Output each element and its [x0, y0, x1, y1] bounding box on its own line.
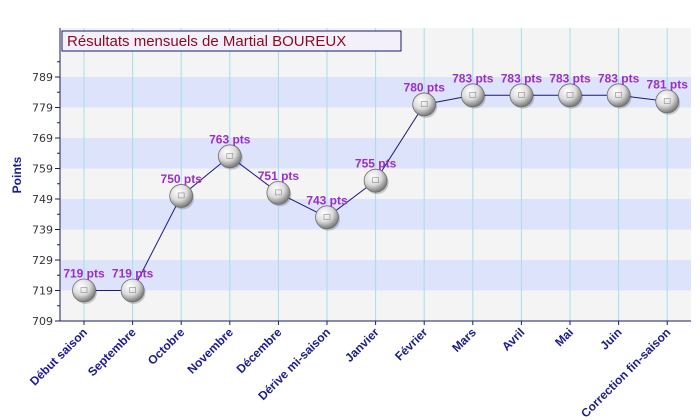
x-tick-label-0: Début saison — [27, 325, 90, 388]
marker-8 — [460, 83, 486, 109]
x-tick-label-3: Novembre — [185, 325, 237, 377]
marker-ball — [120, 278, 145, 303]
marker-ball — [655, 89, 680, 114]
y-tick-label-8: 789 — [32, 71, 53, 84]
marker-emblem — [275, 189, 282, 196]
data-label-11: 783 pts — [598, 71, 640, 85]
x-tick-label-4: Décembre — [234, 325, 285, 376]
y-ticks: 709 719 729 739 749 759 769 779 789 — [32, 61, 60, 328]
y-tick-label-1: 719 — [32, 285, 53, 298]
x-tick-label-8: Mars — [449, 325, 479, 355]
marker-emblem — [177, 192, 185, 199]
marker-emblem — [566, 92, 574, 98]
marker-6 — [363, 168, 389, 195]
marker-emblem — [372, 177, 379, 183]
marker-12 — [655, 89, 681, 115]
x-tick-label-12: Correction fin-saison — [578, 325, 673, 420]
data-label-10: 783 pts — [549, 71, 591, 85]
marker-emblem — [469, 92, 477, 98]
data-label-7: 780 pts — [404, 80, 446, 94]
marker-1 — [120, 278, 146, 304]
y-tick-label-6: 769 — [32, 132, 53, 145]
marker-0 — [72, 278, 97, 304]
data-label-9: 783 pts — [501, 71, 543, 85]
data-label-12: 781 pts — [647, 77, 689, 91]
marker-ball — [509, 83, 534, 108]
marker-ball — [169, 184, 194, 208]
marker-emblem — [226, 153, 234, 159]
marker-ball — [558, 83, 582, 108]
data-label-8: 783 pts — [452, 71, 494, 85]
title-text: Résultats mensuels de Martial BOUREUX — [67, 33, 346, 50]
marker-ball — [412, 92, 437, 117]
marker-emblem — [518, 92, 525, 98]
data-label-2: 750 pts — [161, 172, 203, 186]
data-label-0: 719 pts — [63, 267, 105, 281]
marker-7 — [412, 92, 438, 118]
marker-9 — [509, 83, 535, 109]
x-tick-label-11: Juin — [597, 325, 624, 352]
x-tick-label-9: Avril — [499, 325, 527, 353]
marker-ball — [72, 278, 96, 303]
x-tick-label-7: Février — [392, 325, 430, 363]
data-label-6: 755 pts — [355, 157, 397, 171]
markers — [72, 83, 681, 304]
y-tick-label-5: 759 — [32, 163, 53, 176]
marker-emblem — [129, 287, 136, 293]
marker-ball — [266, 180, 291, 205]
y-tick-label-7: 779 — [32, 102, 53, 115]
data-labels: 719 pts 719 pts 750 pts 763 pts 751 pts 743 p… — [63, 71, 688, 280]
y-axis-label: Points — [10, 156, 24, 193]
marker-ball — [315, 205, 339, 230]
marker-emblem — [663, 98, 671, 104]
chart-title: Résultats mensuels de Martial BOUREUX — [61, 30, 402, 52]
marker-11 — [606, 83, 632, 109]
data-label-1: 719 pts — [112, 267, 154, 281]
data-label-3: 763 pts — [209, 132, 251, 146]
x-tick-label-10: Mai — [552, 325, 576, 349]
y-tick-label-3: 739 — [32, 224, 53, 237]
y-tick-label-2: 729 — [32, 254, 53, 267]
data-label-5: 743 pts — [306, 193, 348, 207]
marker-ball — [217, 144, 242, 169]
x-tick-label-6: Janvier — [342, 325, 382, 365]
marker-10 — [558, 83, 583, 109]
marker-3 — [217, 144, 243, 170]
marker-5 — [315, 205, 340, 231]
marker-4 — [266, 180, 292, 207]
title-box — [61, 30, 402, 52]
y-tick-label-4: 749 — [32, 193, 53, 206]
marker-emblem — [615, 92, 622, 98]
x-tick-label-1: Septembre — [85, 325, 139, 379]
data-label-4: 751 pts — [258, 169, 300, 183]
marker-ball — [363, 168, 388, 193]
marker-emblem — [323, 214, 331, 220]
x-tick-label-2: Octobre — [145, 325, 188, 368]
marker-emblem — [420, 101, 428, 107]
marker-ball — [606, 83, 631, 108]
marker-emblem — [80, 287, 88, 293]
y-tick-label-0: 709 — [32, 315, 53, 328]
marker-ball — [460, 83, 485, 108]
marker-2 — [169, 184, 195, 210]
